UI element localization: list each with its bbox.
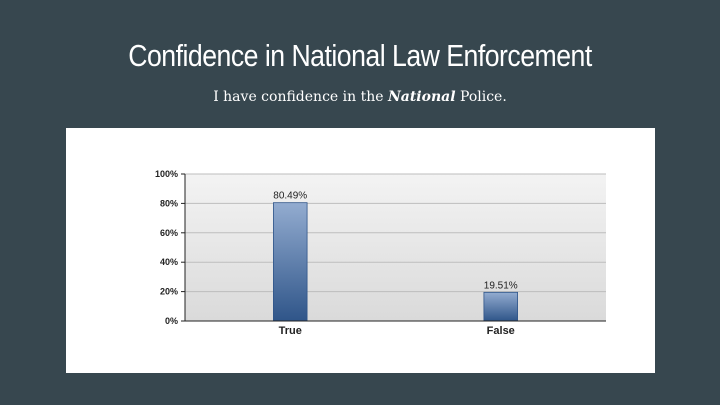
y-axis-ticks: 0% 20% 40% 60% 80% 100% — [155, 169, 185, 326]
y-tick-label: 20% — [160, 287, 178, 297]
data-label: 19.51% — [484, 280, 518, 291]
slide-subtitle: I have confidence in the National Police… — [0, 89, 720, 105]
y-tick-label: 80% — [160, 198, 178, 208]
y-tick-label: 0% — [165, 316, 178, 326]
subtitle-text-start: I have confidence in the — [213, 89, 388, 105]
gridlines — [185, 173, 606, 293]
slide-title: Confidence in National Law Enforcement — [128, 38, 592, 73]
plot-background — [185, 174, 606, 321]
data-label: 80.49% — [273, 191, 307, 202]
subtitle-emphasis: National — [387, 89, 456, 105]
category-label: False — [487, 325, 515, 337]
bars: 80.49% True 19.51% False — [273, 191, 518, 337]
bar-chart: 0% 20% 40% 60% 80% 100% 80.49% True 19.51% False — [155, 169, 606, 337]
y-tick-label: 100% — [155, 169, 178, 179]
subtitle-text-end: Police. — [455, 89, 507, 105]
y-tick-label: 40% — [160, 257, 178, 267]
bar-false — [483, 291, 518, 322]
y-tick-label: 60% — [160, 228, 178, 238]
chart-panel: 0% 20% 40% 60% 80% 100% 80.49% True 19.51% False — [66, 128, 655, 373]
bar-true — [273, 202, 308, 322]
category-label: True — [279, 325, 302, 337]
